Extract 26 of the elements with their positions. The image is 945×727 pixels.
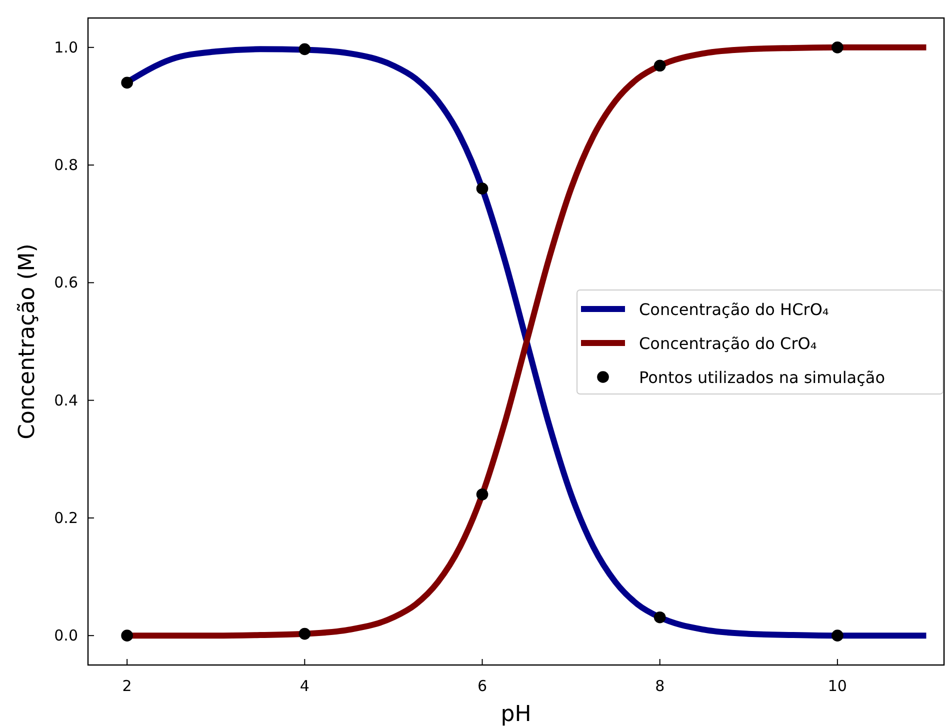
point	[298, 43, 311, 56]
x-tick-label: 4	[300, 677, 310, 695]
legend-label: Concentração do CrO₄	[639, 334, 817, 353]
point	[832, 630, 844, 642]
point	[654, 611, 666, 624]
y-tick-label: 0.0	[54, 626, 78, 645]
point	[298, 628, 311, 640]
legend-label: Pontos utilizados na simulação	[639, 368, 885, 387]
point	[832, 42, 844, 54]
y-tick-label: 0.6	[54, 274, 78, 292]
point	[121, 76, 133, 89]
point	[476, 182, 488, 194]
x-tick-label: 6	[477, 677, 488, 695]
point	[476, 488, 488, 500]
point	[654, 60, 666, 72]
y-axis-title: Concentração (M)	[15, 244, 40, 440]
x-axis-title: pH	[500, 702, 532, 727]
x-tick-label: 2	[122, 677, 132, 695]
y-tick-label: 0.8	[54, 156, 78, 174]
y-tick-label: 0.2	[54, 508, 78, 527]
x-tick-label: 8	[655, 677, 665, 695]
legend-label: Concentração do HCrO₄	[639, 300, 829, 319]
point	[121, 630, 133, 642]
y-tick-label: 1.0	[54, 38, 78, 56]
y-tick-label: 0.4	[54, 391, 78, 410]
x-tick-label: 10	[828, 677, 847, 695]
